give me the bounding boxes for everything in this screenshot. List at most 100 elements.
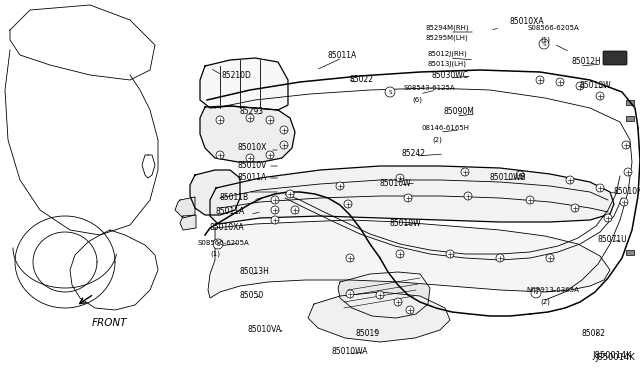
Text: 85011A: 85011A (328, 51, 357, 60)
Circle shape (526, 196, 534, 204)
Circle shape (271, 216, 279, 224)
Text: 85022: 85022 (350, 76, 374, 84)
Circle shape (396, 174, 404, 182)
Circle shape (620, 198, 628, 206)
Circle shape (336, 182, 344, 190)
Circle shape (531, 288, 541, 298)
Text: 85012H: 85012H (572, 58, 602, 67)
Text: 85071U: 85071U (598, 235, 628, 244)
Polygon shape (190, 170, 240, 215)
Circle shape (280, 126, 288, 134)
Bar (626, 116, 634, 121)
Bar (626, 250, 634, 255)
Text: 85013H: 85013H (240, 267, 270, 276)
Text: (1): (1) (210, 251, 220, 257)
Circle shape (596, 92, 604, 100)
Text: 85011B: 85011B (220, 192, 249, 202)
Text: 85030WC: 85030WC (432, 71, 469, 80)
Text: 85010M: 85010M (614, 187, 640, 196)
Polygon shape (338, 272, 430, 318)
Text: (2): (2) (540, 299, 550, 305)
Circle shape (216, 151, 224, 159)
Circle shape (266, 116, 274, 124)
Circle shape (286, 190, 294, 198)
Text: 85242: 85242 (402, 150, 426, 158)
Polygon shape (200, 106, 295, 162)
Text: 85011A: 85011A (216, 208, 245, 217)
Polygon shape (200, 58, 288, 110)
Text: S: S (388, 90, 392, 94)
Text: 85295M(LH): 85295M(LH) (426, 35, 468, 41)
Text: 85010WB: 85010WB (490, 173, 527, 183)
Polygon shape (210, 166, 614, 224)
Circle shape (516, 171, 524, 179)
Circle shape (346, 290, 354, 298)
Circle shape (576, 82, 584, 90)
Circle shape (539, 39, 549, 49)
Circle shape (246, 154, 254, 162)
Text: 85010VA: 85010VA (248, 326, 282, 334)
Text: 85013J(LH): 85013J(LH) (428, 61, 467, 67)
Bar (626, 100, 634, 105)
Circle shape (461, 168, 469, 176)
Text: J850014K: J850014K (595, 353, 635, 362)
Circle shape (280, 141, 288, 149)
Text: 85010V: 85010V (237, 160, 266, 170)
Text: N: N (534, 291, 538, 295)
Text: S08566-6205A: S08566-6205A (528, 25, 580, 31)
Text: 85010W: 85010W (580, 81, 612, 90)
Text: 85210D: 85210D (222, 71, 252, 80)
Text: 85019: 85019 (356, 328, 380, 337)
Text: N08913-6365A: N08913-6365A (526, 287, 579, 293)
Text: 85050: 85050 (240, 291, 264, 299)
Circle shape (271, 196, 279, 204)
Circle shape (496, 254, 504, 262)
Circle shape (464, 192, 472, 200)
Circle shape (213, 239, 223, 249)
Circle shape (291, 206, 299, 214)
Circle shape (404, 194, 412, 202)
Circle shape (406, 306, 414, 314)
Text: 85010XA: 85010XA (210, 224, 244, 232)
Text: 85010W: 85010W (380, 179, 412, 187)
Text: 85293: 85293 (240, 108, 264, 116)
Circle shape (571, 204, 579, 212)
Polygon shape (308, 292, 450, 342)
Text: J850014K: J850014K (592, 352, 632, 360)
Text: S08566-6205A: S08566-6205A (198, 240, 250, 246)
Text: 85010XA: 85010XA (510, 17, 545, 26)
Circle shape (385, 87, 395, 97)
Text: 85010WA: 85010WA (332, 347, 369, 356)
Circle shape (536, 76, 544, 84)
Circle shape (566, 176, 574, 184)
Circle shape (546, 254, 554, 262)
Circle shape (266, 151, 274, 159)
Circle shape (604, 214, 612, 222)
Circle shape (396, 250, 404, 258)
Circle shape (624, 168, 632, 176)
Text: S: S (216, 241, 220, 247)
Text: 85010X: 85010X (237, 144, 266, 153)
Text: S: S (542, 42, 546, 46)
Text: 85010W: 85010W (390, 218, 422, 228)
Polygon shape (208, 220, 610, 298)
Circle shape (446, 250, 454, 258)
Text: 85011A: 85011A (237, 173, 266, 183)
Circle shape (376, 291, 384, 299)
Circle shape (622, 141, 630, 149)
Text: (6): (6) (412, 97, 422, 103)
Polygon shape (175, 197, 195, 218)
Text: FRONT: FRONT (92, 318, 127, 328)
Text: 85082: 85082 (581, 328, 605, 337)
Circle shape (271, 206, 279, 214)
Circle shape (346, 254, 354, 262)
Text: (2): (2) (432, 137, 442, 143)
Circle shape (556, 78, 564, 86)
Text: (1): (1) (540, 37, 550, 43)
Text: 85294M(RH): 85294M(RH) (426, 25, 470, 31)
Circle shape (216, 116, 224, 124)
Text: S08543-6125A: S08543-6125A (404, 85, 456, 91)
Text: 08146-6165H: 08146-6165H (422, 125, 470, 131)
Circle shape (246, 114, 254, 122)
Circle shape (596, 184, 604, 192)
